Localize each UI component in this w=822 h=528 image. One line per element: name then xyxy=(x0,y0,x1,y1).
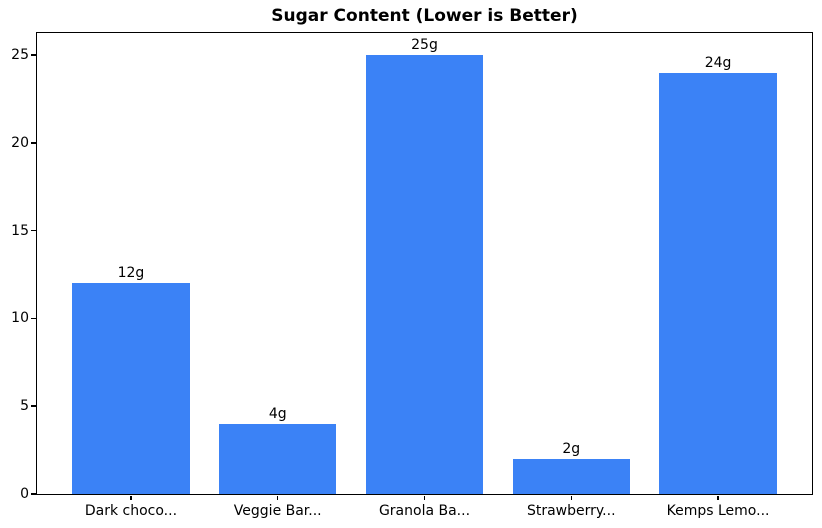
bar-value-label: 2g xyxy=(562,440,581,457)
y-tick-label: 0 xyxy=(20,486,29,502)
y-tick-label: 20 xyxy=(11,134,29,151)
bar-1 xyxy=(72,283,190,494)
x-tick-label: Strawberry... xyxy=(526,503,616,519)
y-tick-mark xyxy=(31,493,36,495)
y-tick-label: 15 xyxy=(11,222,29,239)
x-tick-mark xyxy=(130,495,132,500)
y-tick-mark xyxy=(31,229,36,232)
x-tick-label: Kemps Lemo... xyxy=(666,503,770,519)
bar-value-label: 25g xyxy=(411,36,438,53)
y-tick-label: 5 xyxy=(20,398,29,415)
x-tick-mark xyxy=(717,495,719,500)
x-tick-label: Dark choco... xyxy=(84,503,178,519)
bar-2 xyxy=(219,423,337,494)
bar-3 xyxy=(365,54,484,494)
bar-value-label: 24g xyxy=(704,54,732,71)
y-tick-label: 25 xyxy=(11,46,29,63)
x-tick-label: Veggie Bar... xyxy=(233,503,322,519)
bar-4 xyxy=(512,458,630,494)
x-tick-mark xyxy=(570,495,573,500)
y-tick-label: 10 xyxy=(11,310,29,327)
bar-value-label: 4g xyxy=(268,405,287,422)
chart-title: Sugar Content (Lower is Better) xyxy=(271,6,578,26)
y-tick-mark xyxy=(31,405,36,407)
bar-5 xyxy=(659,72,777,494)
y-tick-mark xyxy=(31,54,36,56)
x-tick-label: Granola Ba... xyxy=(378,503,471,519)
y-tick-mark xyxy=(31,317,36,320)
bar-value-label: 12g xyxy=(117,265,145,282)
x-tick-mark xyxy=(276,495,279,500)
x-tick-mark xyxy=(423,495,426,500)
y-tick-mark xyxy=(31,142,36,144)
